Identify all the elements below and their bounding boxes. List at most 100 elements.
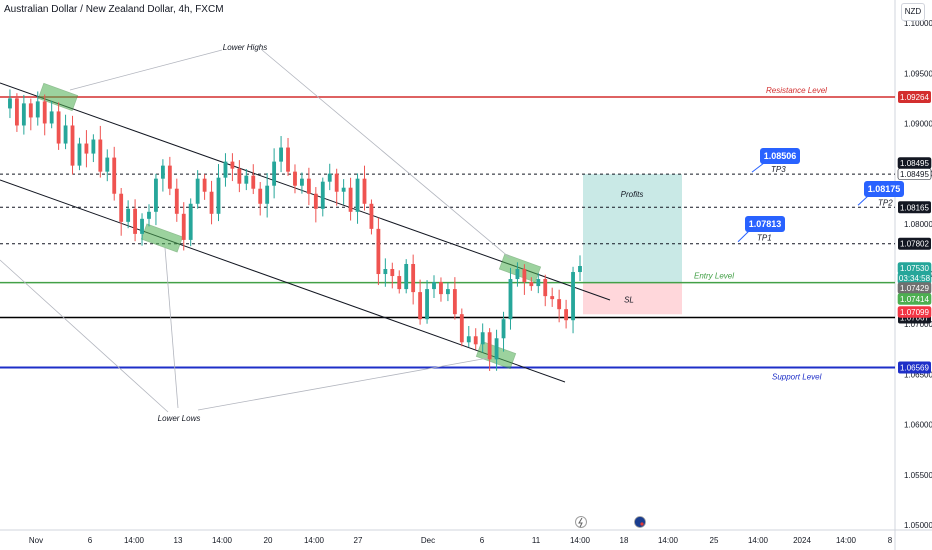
currency-selector[interactable]: NZD xyxy=(901,3,925,21)
stop-loss-zone[interactable] xyxy=(583,282,682,315)
candle-body[interactable] xyxy=(105,157,110,172)
candle-body[interactable] xyxy=(432,282,436,290)
candle-body[interactable] xyxy=(313,193,318,209)
candle-body[interactable] xyxy=(279,147,283,162)
candle-body[interactable] xyxy=(501,319,506,339)
candle-body[interactable] xyxy=(209,191,214,214)
callout-box-tp2[interactable] xyxy=(864,181,904,197)
candle-body[interactable] xyxy=(174,188,179,214)
candle-body[interactable] xyxy=(369,203,374,229)
candle-body[interactable] xyxy=(119,193,124,222)
highlight-box-lower-low-1[interactable] xyxy=(140,223,184,253)
candle-body[interactable] xyxy=(425,289,429,320)
highlight-box-lower-high-1[interactable] xyxy=(37,82,79,112)
candle-body[interactable] xyxy=(286,147,290,172)
candle-body[interactable] xyxy=(480,332,485,345)
candle-body[interactable] xyxy=(341,187,346,192)
candle-body[interactable] xyxy=(160,165,165,179)
callout-box-tp3[interactable] xyxy=(760,148,800,164)
candle-body[interactable] xyxy=(181,213,186,240)
candle-body[interactable] xyxy=(473,336,478,345)
candle-body[interactable] xyxy=(265,185,270,204)
candle-body[interactable] xyxy=(195,178,200,204)
candle-body[interactable] xyxy=(550,296,555,300)
candle-body[interactable] xyxy=(446,289,450,295)
candle-body[interactable] xyxy=(35,101,40,118)
candle-body[interactable] xyxy=(466,336,471,343)
candle-body[interactable] xyxy=(112,157,117,194)
candle-body[interactable] xyxy=(28,103,33,118)
candle-body[interactable] xyxy=(140,218,144,234)
candle-body[interactable] xyxy=(98,139,103,172)
candle-body[interactable] xyxy=(21,103,26,126)
candle-body[interactable] xyxy=(188,203,193,240)
axis-badge-label-support: 1.06569 xyxy=(900,363,929,372)
candle-body[interactable] xyxy=(306,178,311,194)
candle-body[interactable] xyxy=(223,161,228,178)
australia-flag-icon[interactable] xyxy=(634,516,646,528)
highlight-box-lower-high-2[interactable] xyxy=(498,253,542,283)
candle-body[interactable] xyxy=(154,178,158,212)
candle-body[interactable] xyxy=(293,171,297,186)
candle-body[interactable] xyxy=(564,309,569,321)
candle-body[interactable] xyxy=(147,211,151,219)
axis-badge-label-sl: 1.07067 xyxy=(900,313,929,322)
candle-body[interactable] xyxy=(244,175,249,184)
candle-body[interactable] xyxy=(63,125,68,144)
candle-body[interactable] xyxy=(522,269,527,283)
candle-body[interactable] xyxy=(56,111,61,144)
profit-zone[interactable] xyxy=(583,174,682,283)
candle-body[interactable] xyxy=(404,263,409,290)
candle-body[interactable] xyxy=(390,269,395,277)
candle-body[interactable] xyxy=(334,173,339,192)
candle-body[interactable] xyxy=(216,177,221,214)
candle-body[interactable] xyxy=(202,178,207,192)
candle-body[interactable] xyxy=(348,187,353,212)
candle-body[interactable] xyxy=(529,282,534,287)
candle-body[interactable] xyxy=(237,168,242,184)
candle-body[interactable] xyxy=(167,165,172,189)
callout-box-tp1[interactable] xyxy=(745,216,785,232)
candle-body[interactable] xyxy=(49,111,54,124)
candle-body[interactable] xyxy=(543,279,548,297)
candle-body[interactable] xyxy=(439,282,443,295)
candle-body[interactable] xyxy=(300,178,304,186)
candle-body[interactable] xyxy=(536,279,541,287)
candle-body[interactable] xyxy=(487,332,492,360)
candle-body[interactable] xyxy=(327,173,332,182)
lightning-icon[interactable] xyxy=(575,516,587,528)
candle-body[interactable] xyxy=(557,299,562,310)
candle-body[interactable] xyxy=(320,181,325,209)
candle-body[interactable] xyxy=(91,139,96,154)
candle-body[interactable] xyxy=(571,272,575,321)
candle-body[interactable] xyxy=(70,125,75,166)
candle-body[interactable] xyxy=(77,143,82,166)
candle-body[interactable] xyxy=(515,269,520,280)
candle-body[interactable] xyxy=(459,314,464,343)
candle-body[interactable] xyxy=(251,175,256,189)
candle-body[interactable] xyxy=(133,208,137,234)
candle-body[interactable] xyxy=(411,263,416,293)
candle-body[interactable] xyxy=(452,289,457,315)
candle-body[interactable] xyxy=(355,178,360,212)
candle-body[interactable] xyxy=(272,161,277,186)
candle-body[interactable] xyxy=(42,101,47,124)
candle-body[interactable] xyxy=(418,292,423,320)
candle-body[interactable] xyxy=(508,279,513,320)
candle-body[interactable] xyxy=(126,208,131,222)
candle-body[interactable] xyxy=(258,188,263,204)
lower-channel-line[interactable] xyxy=(0,179,566,383)
candle-body[interactable] xyxy=(397,276,402,290)
x-tick-label: 14:00 xyxy=(836,536,857,545)
candle-body[interactable] xyxy=(362,178,367,204)
candle-body[interactable] xyxy=(376,228,381,275)
candle-body[interactable] xyxy=(14,98,19,126)
candle-body[interactable] xyxy=(230,161,235,169)
candle-body[interactable] xyxy=(578,266,582,273)
candle-body[interactable] xyxy=(383,269,388,275)
candle-body[interactable] xyxy=(8,98,12,109)
candle-body[interactable] xyxy=(84,143,89,154)
candle-body[interactable] xyxy=(494,338,499,360)
